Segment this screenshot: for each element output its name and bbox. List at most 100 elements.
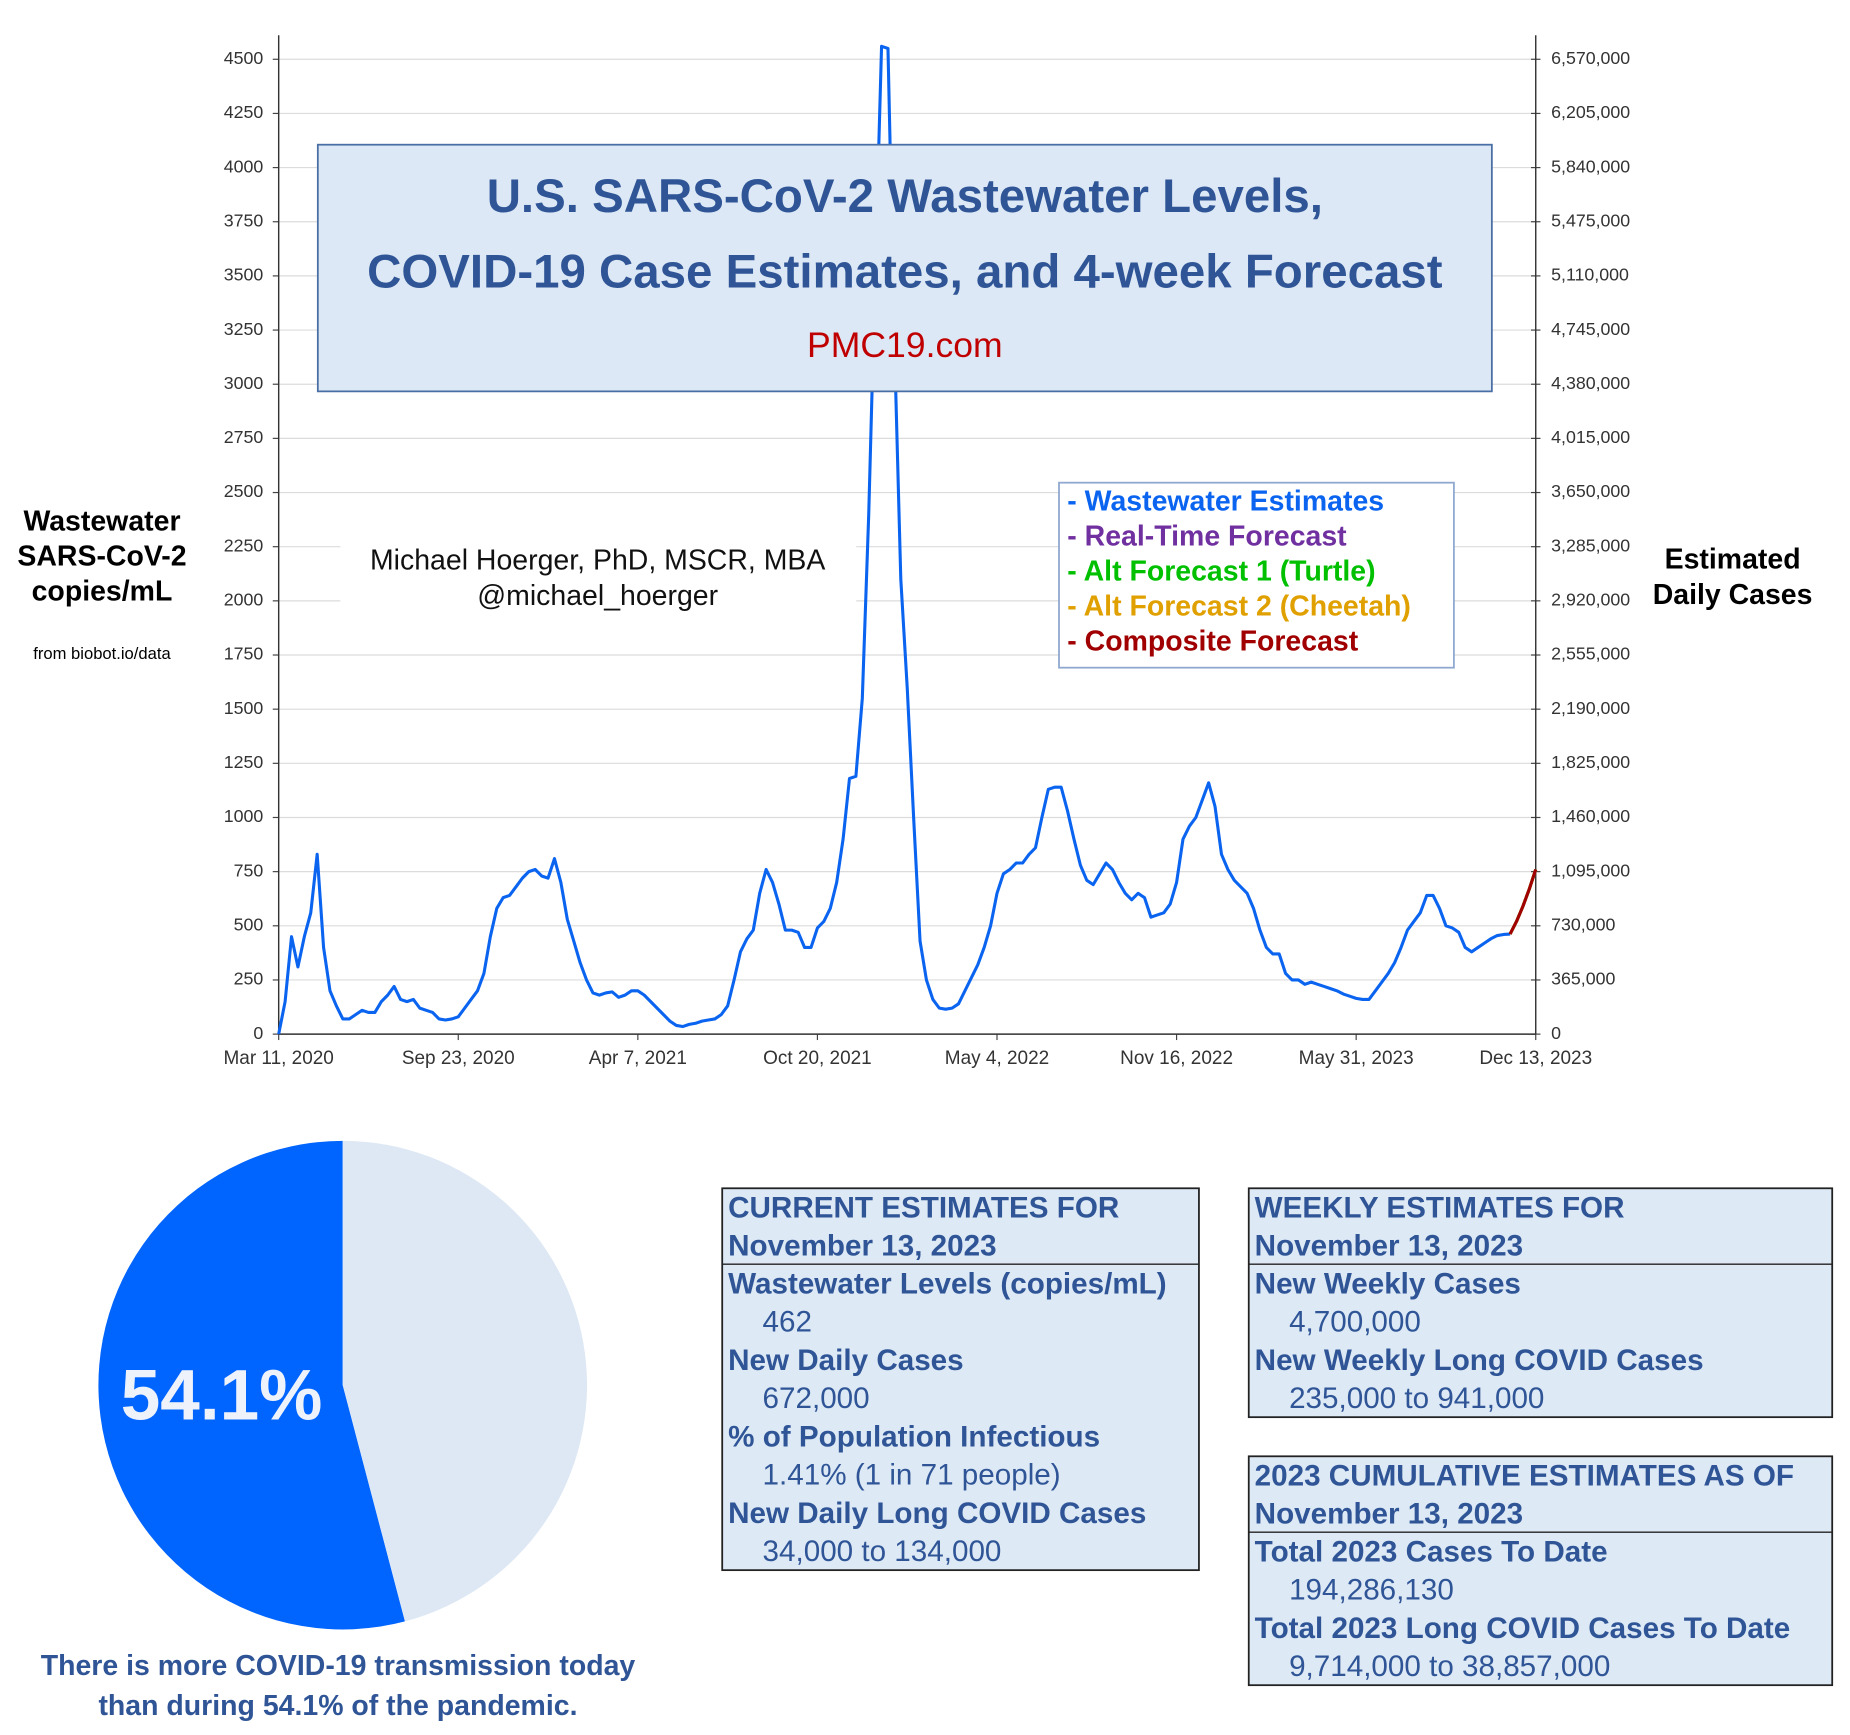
chart-title: COVID-19 Case Estimates, and 4-week Fore…	[367, 246, 1443, 299]
y2-tick-label: 0	[1551, 1023, 1561, 1043]
panel-label: New Daily Cases	[728, 1344, 963, 1377]
y-axis-label: Wastewater	[23, 506, 180, 538]
y2-axis-label: Estimated	[1665, 543, 1801, 575]
y-tick-label: 3750	[224, 210, 264, 230]
y-tick-label: 4500	[224, 48, 264, 68]
panel-label: New Weekly Long COVID Cases	[1255, 1344, 1704, 1377]
legend-entry: - Alt Forecast 1 (Turtle)	[1067, 555, 1375, 587]
x-tick-label: Mar 11, 2020	[223, 1048, 333, 1069]
source-note: from biobot.io/data	[33, 644, 171, 663]
panel-label: New Daily Long COVID Cases	[728, 1497, 1146, 1530]
y2-tick-label: 3,285,000	[1551, 535, 1630, 555]
estimate-panel: WEEKLY ESTIMATES FOR November 13, 2023 New…	[1247, 1187, 1834, 1419]
panel-heading: CURRENT ESTIMATES FOR	[728, 1191, 1119, 1224]
y2-tick-label: 2,555,000	[1551, 644, 1630, 664]
x-tick-label: May 4, 2022	[945, 1048, 1049, 1069]
y2-tick-label: 4,015,000	[1551, 427, 1630, 447]
legend-entry: - Real-Time Forecast	[1067, 520, 1347, 552]
estimate-panel: 2023 CUMULATIVE ESTIMATES AS OF November …	[1247, 1455, 1834, 1687]
y-tick-label: 1750	[224, 644, 264, 664]
y-tick-label: 2500	[224, 481, 264, 501]
y-tick-label: 1250	[224, 752, 264, 772]
y-tick-label: 4250	[224, 102, 264, 122]
y2-tick-label: 4,745,000	[1551, 319, 1630, 339]
panel-heading: November 13, 2023	[728, 1229, 996, 1262]
x-tick-label: Oct 20, 2021	[763, 1048, 872, 1069]
y-tick-label: 3500	[224, 265, 264, 285]
pie-caption: than during 54.1% of the pandemic.	[98, 1690, 577, 1722]
panel-value: 9,714,000 to 38,857,000	[1289, 1650, 1610, 1683]
panel-value: 462	[763, 1305, 812, 1338]
pie-caption: There is more COVID-19 transmission toda…	[41, 1650, 636, 1682]
legend-entry: - Composite Forecast	[1067, 625, 1358, 657]
pie-label: 54.1%	[121, 1357, 323, 1436]
y2-tick-label: 6,570,000	[1551, 48, 1630, 68]
panel-heading: WEEKLY ESTIMATES FOR	[1255, 1191, 1625, 1224]
y-tick-label: 4000	[224, 156, 264, 176]
y2-tick-label: 730,000	[1551, 915, 1615, 935]
estimate-panel: CURRENT ESTIMATES FOR November 13, 2023 Wa…	[721, 1187, 1200, 1572]
y2-axis-label: Daily Cases	[1653, 579, 1813, 611]
y-tick-label: 3000	[224, 373, 264, 393]
y-axis-label: copies/mL	[32, 575, 173, 607]
y2-tick-label: 5,110,000	[1551, 265, 1629, 285]
y-tick-label: 2000	[224, 590, 264, 610]
y2-tick-label: 1,825,000	[1551, 752, 1630, 772]
y2-tick-label: 2,920,000	[1551, 590, 1630, 610]
y2-tick-label: 2,190,000	[1551, 698, 1630, 718]
panel-value: 1.41% (1 in 71 people)	[763, 1458, 1061, 1491]
panel-heading: November 13, 2023	[1255, 1497, 1523, 1530]
chart-subtitle: PMC19.com	[807, 325, 1003, 365]
y-tick-label: 250	[234, 969, 264, 989]
panel-box	[1247, 1455, 1834, 1687]
y-tick-label: 500	[234, 915, 264, 935]
author-text: Michael Hoerger, PhD, MSCR, MBA	[370, 545, 825, 577]
panel-value: 672,000	[763, 1382, 870, 1415]
y2-tick-label: 3,650,000	[1551, 481, 1630, 501]
panel-label: Total 2023 Long COVID Cases To Date	[1255, 1612, 1791, 1645]
pie-slice	[342, 1140, 588, 1622]
y-tick-label: 1500	[224, 698, 264, 718]
y-tick-label: 2250	[224, 535, 264, 555]
x-tick-label: Apr 7, 2021	[589, 1048, 687, 1069]
panel-label: Total 2023 Cases To Date	[1255, 1535, 1608, 1568]
y-axis-label: SARS-CoV-2	[17, 540, 186, 572]
y-tick-label: 2750	[224, 427, 264, 447]
y2-tick-label: 365,000	[1551, 969, 1615, 989]
x-tick-label: May 31, 2023	[1299, 1048, 1414, 1069]
y2-tick-label: 1,460,000	[1551, 806, 1630, 826]
y2-tick-label: 5,840,000	[1551, 156, 1630, 176]
y-tick-label: 750	[234, 860, 264, 880]
panel-label: New Weekly Cases	[1255, 1267, 1521, 1300]
pie-slice	[98, 1140, 405, 1630]
y-tick-label: 0	[253, 1023, 263, 1043]
y-tick-label: 3250	[224, 319, 264, 339]
y2-tick-label: 5,475,000	[1551, 210, 1630, 230]
author-backdrop	[340, 536, 857, 620]
legend-entry: - Alt Forecast 2 (Cheetah)	[1067, 590, 1411, 622]
y2-tick-label: 4,380,000	[1551, 373, 1630, 393]
panel-heading: November 13, 2023	[1255, 1229, 1523, 1262]
legend-box	[1058, 481, 1455, 669]
legend-entry: - Wastewater Estimates	[1067, 485, 1384, 517]
panel-box	[1247, 1187, 1834, 1419]
y-tick-label: 1000	[224, 806, 264, 826]
panel-label: % of Population Infectious	[728, 1420, 1100, 1453]
panel-label: Wastewater Levels (copies/mL)	[728, 1267, 1167, 1300]
author-text: @michael_hoerger	[477, 580, 718, 612]
panel-box	[721, 1187, 1200, 1572]
panel-value: 194,286,130	[1289, 1573, 1454, 1606]
title-box	[316, 143, 1493, 393]
x-tick-label: Dec 13, 2023	[1479, 1048, 1592, 1069]
panel-value: 235,000 to 941,000	[1289, 1382, 1544, 1415]
x-tick-label: Nov 16, 2022	[1120, 1048, 1233, 1069]
panel-value: 34,000 to 134,000	[763, 1535, 1002, 1568]
series-line	[1508, 868, 1538, 935]
y2-tick-label: 1,095,000	[1551, 860, 1630, 880]
panel-value: 4,700,000	[1289, 1305, 1421, 1338]
x-tick-label: Sep 23, 2020	[402, 1048, 515, 1069]
chart-title: U.S. SARS-CoV-2 Wastewater Levels,	[487, 170, 1323, 223]
y2-tick-label: 6,205,000	[1551, 102, 1630, 122]
